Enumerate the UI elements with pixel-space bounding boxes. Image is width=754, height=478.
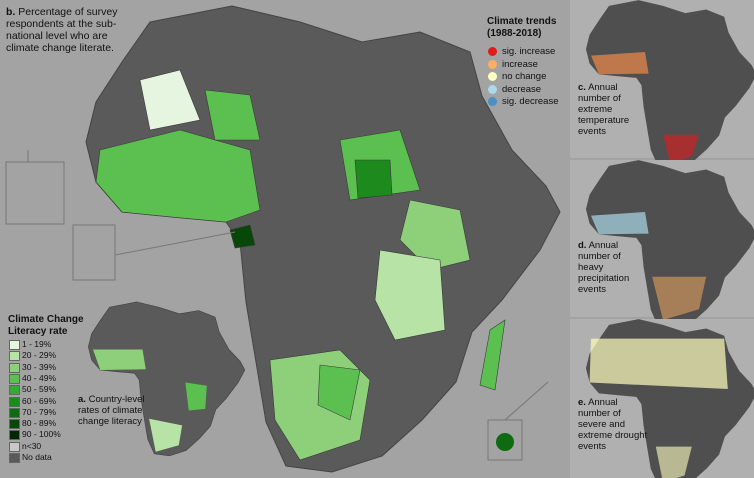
panel-d-map [570,160,754,328]
legend-swatch [9,340,20,350]
panel-label: e. [578,397,586,408]
legend-label: 80 - 89% [22,418,57,429]
legend-label: sig. increase [502,46,556,57]
legend-swatch [9,373,20,384]
legend-swatch [9,441,20,452]
legend-swatch [488,97,497,106]
caption-text: Percentage of survey respondents at the … [6,6,118,54]
panel-e-caption: e. Annual number of severe and extreme d… [578,397,648,452]
legend-swatch [9,385,20,396]
panel-label: b. [6,6,16,18]
panel-c-map [570,0,754,168]
legend-label: 30 - 39% [22,361,57,372]
panel-c-caption: c. Annual number of extreme temperature … [578,82,640,137]
legend-label: 20 - 29% [22,350,57,361]
caption-text: Annual number of heavy precipitation eve… [578,240,630,295]
legend-title: Climate trends [487,16,557,27]
legend-swatch [488,59,497,69]
panel-d-caption: d. Annual number of heavy precipitation … [578,240,644,295]
legend-label: increase [502,58,538,70]
legend-label: No data [22,452,52,462]
main-map [5,5,561,473]
panel-b-caption: b. Percentage of survey respondents at t… [6,6,134,54]
literacy-title: Climate Change Literacy rate [8,314,84,337]
legend-label: 70 - 79% [22,406,57,417]
legend-label: 60 - 69% [22,395,57,406]
legend-swatch [9,396,20,407]
legend-label: 1 - 19% [22,339,52,349]
legend-label: decrease [502,83,542,95]
legend-swatch [9,362,20,373]
caption-text: Annual number of extreme temperature eve… [578,82,630,137]
legend-label: n<30 [22,440,42,451]
legend-label: 90 - 100% [22,429,61,440]
legend-swatch [488,47,497,56]
legend-label: 50 - 59% [22,384,57,395]
panel-a-caption: a. Country-level rates of climate change… [78,394,148,427]
legend-swatch [9,407,20,418]
legend-swatch [9,453,20,463]
panel-e-map [570,319,754,478]
legend-swatch [488,72,497,81]
legend-label: 40 - 49% [22,372,57,383]
panel-label: d. [578,240,587,251]
legend-swatch [9,419,20,430]
legend-label: sig. decrease [502,96,559,107]
trends-title: Climate trends (1988-2018) [487,16,556,40]
caption-text: Country-level rates of climate change li… [78,394,145,427]
caption-text: Annual number of severe and extreme drou… [578,397,648,452]
legend-label: no change [502,71,547,82]
legend-subtitle: (1988-2018) [487,28,542,39]
legend-swatch [9,430,20,441]
panel-label: a. [78,394,86,405]
legend-swatch [488,84,497,94]
inset-map [88,301,246,457]
legend-swatch [9,351,20,362]
panel-label: c. [578,82,586,93]
